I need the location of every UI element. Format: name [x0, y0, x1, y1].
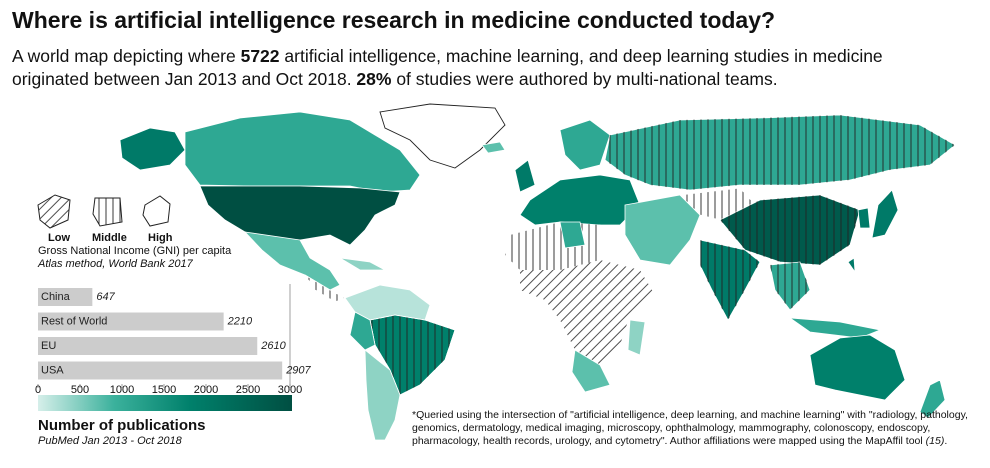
world-map — [119, 103, 956, 441]
hatch — [770, 262, 810, 310]
country — [514, 159, 536, 193]
country — [919, 379, 946, 419]
country — [788, 317, 882, 339]
hatch — [720, 195, 860, 265]
bar — [38, 361, 283, 380]
colorbar-source: PubMed Jan 2013 - Oct 2018 — [38, 435, 183, 447]
country — [339, 257, 386, 271]
colorbar — [38, 395, 292, 411]
country — [519, 174, 641, 226]
category-label: EU — [41, 340, 56, 352]
x-tick-label: 500 — [71, 384, 89, 396]
gni-source: Atlas method, World Bank 2017 — [37, 258, 194, 270]
x-tick-label: 1500 — [152, 384, 176, 396]
colorbar-label: Number of publications — [38, 417, 206, 434]
value-label: 2210 — [227, 315, 253, 327]
x-tick-label: 3000 — [278, 384, 302, 396]
country — [627, 319, 646, 356]
hatch — [369, 314, 456, 396]
country — [349, 311, 376, 351]
hatch — [700, 240, 760, 320]
footnote: *Queried using the intersection of "arti… — [412, 409, 968, 421]
greenland — [379, 103, 506, 169]
bar — [38, 312, 224, 331]
gni-level-label: High — [148, 232, 173, 244]
gni-level-label: Middle — [92, 232, 127, 244]
study-count: 5722 — [241, 46, 280, 66]
country — [184, 111, 421, 193]
category-label: China — [41, 291, 71, 303]
value-label: 647 — [96, 291, 115, 303]
hatch — [505, 222, 600, 270]
x-tick-label: 2500 — [236, 384, 260, 396]
x-tick-label: 0 — [35, 384, 41, 396]
title: Where is artificial intelligence researc… — [12, 7, 775, 33]
footnote-text: . — [944, 435, 947, 447]
gni-icon-low — [37, 194, 71, 229]
country — [119, 127, 186, 171]
hatch — [605, 115, 955, 190]
country — [871, 189, 899, 239]
country — [847, 257, 856, 274]
multinational-share: 28% — [356, 69, 391, 89]
value-label: 2907 — [285, 364, 311, 376]
category-label: Rest of World — [41, 315, 107, 327]
gni-legend — [37, 194, 171, 229]
footnote: genomics, dermatology, medical imaging, … — [412, 422, 930, 434]
bar — [38, 337, 258, 355]
subtitle-text: of studies were authored by multi-nation… — [391, 69, 777, 89]
value-label: 2610 — [260, 340, 286, 352]
country — [364, 349, 401, 441]
category-label: USA — [41, 364, 64, 376]
bar — [38, 288, 93, 306]
x-tick-label: 1000 — [110, 384, 134, 396]
subtitle: originated between Jan 2013 and Oct 2018… — [12, 69, 778, 89]
country — [809, 334, 906, 401]
country — [481, 141, 506, 154]
country — [243, 231, 341, 291]
country — [304, 274, 346, 303]
x-tick-label: 2000 — [194, 384, 218, 396]
country — [857, 207, 871, 229]
country — [571, 349, 611, 393]
subtitle-text: originated between Jan 2013 and Oct 2018… — [12, 69, 356, 89]
gni-icon-middle — [92, 197, 123, 227]
country — [559, 221, 586, 249]
footnote-text: pharmacology, health records, urology, a… — [412, 435, 926, 447]
country — [199, 185, 401, 246]
footnote-reference: (15) — [926, 435, 945, 447]
subtitle: A world map depicting where 5722 artific… — [12, 46, 883, 66]
hatch — [520, 260, 655, 365]
country — [559, 119, 611, 171]
gni-level-label: Low — [48, 232, 70, 244]
gni-icon-high — [142, 195, 171, 227]
footnote: pharmacology, health records, urology, a… — [412, 435, 947, 447]
gni-title: Gross National Income (GNI) per capita — [38, 245, 232, 257]
subtitle-text: A world map depicting where — [12, 46, 241, 66]
subtitle-text: artificial intelligence, machine learnin… — [280, 46, 883, 66]
